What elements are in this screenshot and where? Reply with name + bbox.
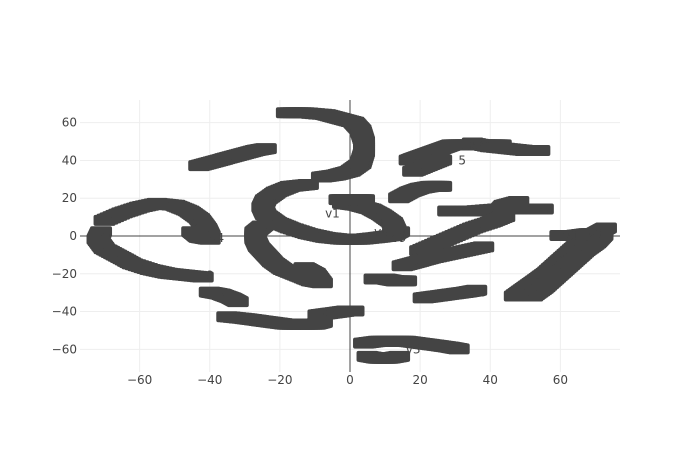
- data-point: [528, 145, 551, 156]
- point-label: v3: [406, 342, 421, 356]
- point-label: v9: [588, 227, 603, 241]
- data-point: [531, 203, 554, 215]
- point-label: 5: [458, 153, 466, 167]
- data-point: [447, 343, 470, 355]
- data-point: [342, 305, 365, 317]
- x-tick-label: −40: [197, 373, 222, 387]
- data-point: [395, 275, 418, 287]
- data-point: [254, 143, 277, 155]
- point-label: v: [97, 227, 104, 241]
- data-point: [226, 296, 249, 308]
- data-point: [591, 228, 614, 240]
- y-tick-label: −40: [52, 305, 77, 319]
- y-tick-label: −20: [52, 267, 77, 281]
- x-tick-label: −20: [267, 373, 292, 387]
- y-tick-label: 0: [69, 229, 77, 243]
- data-point: [381, 230, 404, 241]
- point-label: v5: [357, 155, 372, 169]
- x-tick-label: 40: [483, 373, 498, 387]
- y-tick-label: −60: [52, 342, 77, 356]
- x-tick-label: −60: [127, 373, 152, 387]
- y-tick-label: 60: [62, 116, 77, 130]
- data-point: [472, 241, 495, 253]
- point-label: 8: [206, 269, 214, 283]
- data-point: [507, 196, 530, 207]
- y-tick-label: 20: [62, 191, 77, 205]
- point-label: 3: [479, 286, 487, 300]
- x-tick-label: 60: [553, 373, 568, 387]
- x-tick-label: 0: [346, 373, 354, 387]
- point-label: v4: [209, 231, 224, 245]
- data-point: [493, 211, 516, 223]
- x-axis-ticks: −60 −40 −20 0 20 40 60: [127, 373, 568, 387]
- point-label: v9: [392, 231, 407, 245]
- y-tick-label: 40: [62, 153, 77, 167]
- data-point: [430, 180, 453, 192]
- point-label: v21: [469, 138, 491, 152]
- data-point: [465, 284, 488, 296]
- point-label: v2: [322, 305, 337, 319]
- y-axis-ticks: −60 −40 −20 0 20 40 60: [52, 116, 77, 357]
- data-point: [198, 233, 221, 245]
- data-point: [191, 271, 214, 283]
- point-label: v9: [374, 225, 389, 239]
- point-label: v1: [325, 206, 340, 220]
- point-label: v9: [535, 203, 550, 217]
- data-point: [353, 194, 376, 206]
- data-point: [430, 154, 453, 166]
- point-label: v9: [564, 229, 579, 243]
- data-points: [86, 107, 617, 364]
- data-point: [388, 350, 411, 362]
- x-tick-label: 20: [412, 373, 427, 387]
- data-point: [293, 262, 316, 274]
